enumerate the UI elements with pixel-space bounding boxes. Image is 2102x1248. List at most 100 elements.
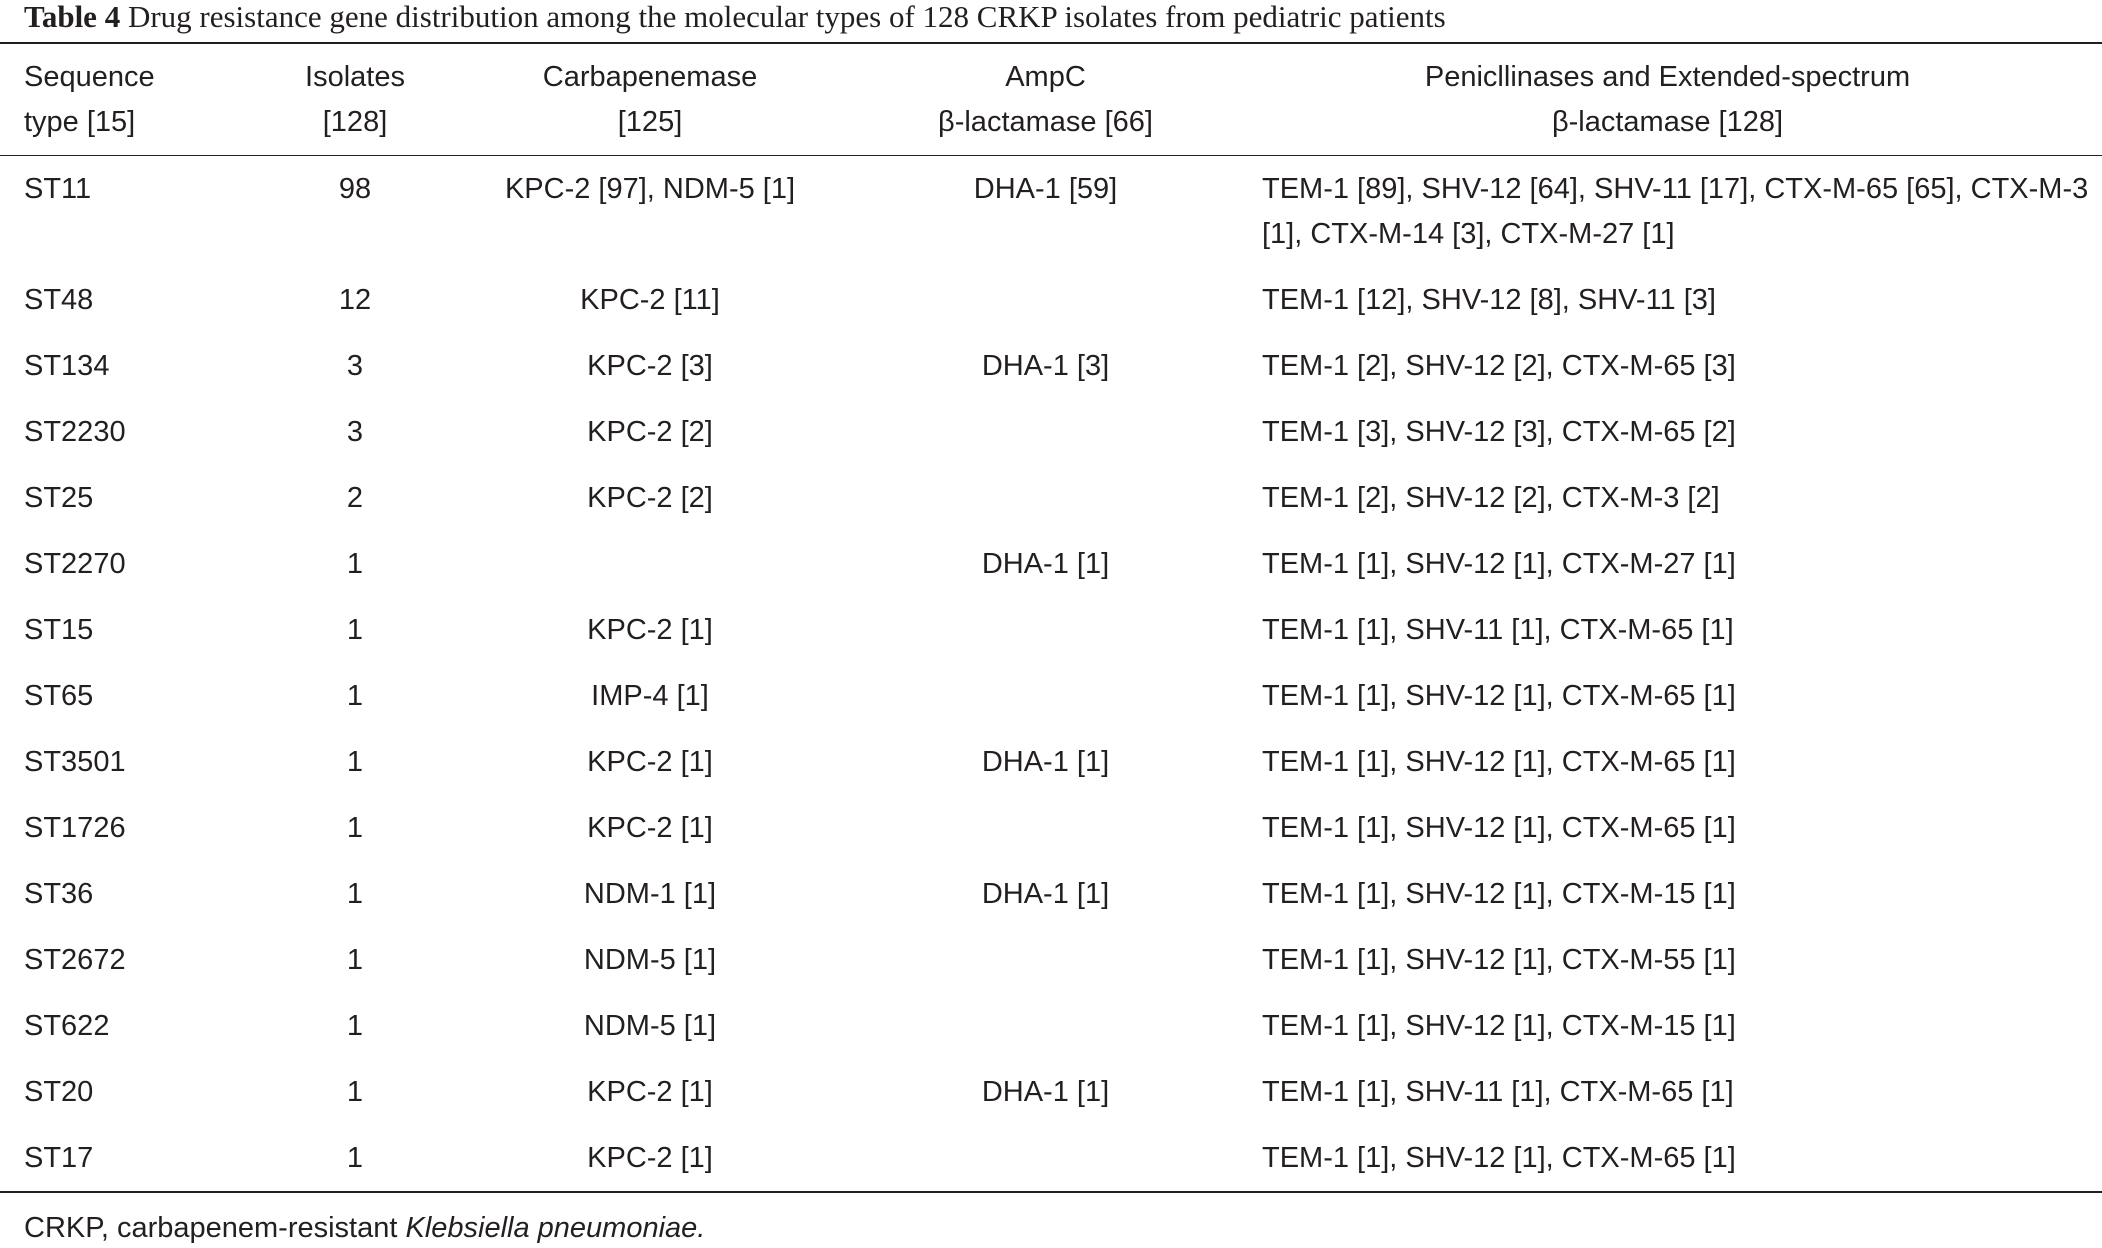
- table-cell: 3: [346, 415, 364, 448]
- table-cell: [858, 1125, 1233, 1192]
- table-cell: [442, 531, 858, 597]
- header-cell: Carbapenemase [125]: [442, 43, 858, 156]
- table-cell: [858, 465, 1233, 531]
- table-cell: ST20: [24, 1075, 94, 1108]
- table-cell: ST15: [24, 613, 94, 646]
- table-cell: 1: [346, 877, 364, 910]
- header-line: β-lactamase [128]: [1551, 105, 1784, 138]
- table-cell: TEM-1 [1], SHV-12 [1], CTX-M-65 [1]: [1262, 811, 1736, 844]
- table-cell: KPC-2 [1]: [587, 1141, 713, 1174]
- table-cell: [858, 993, 1233, 1059]
- table-cell: TEM-1 [3], SHV-12 [3], CTX-M-65 [2]: [1262, 415, 1736, 448]
- table-cell: TEM-1 [1], SHV-12 [1], CTX-M-15 [1]: [1262, 1009, 1736, 1042]
- table-cell: 1: [346, 1075, 364, 1108]
- table-cell: 1: [346, 613, 364, 646]
- header-line: Carbapenemase: [542, 60, 758, 93]
- footnote-italic: Klebsiella pneumoniae.: [405, 1212, 706, 1244]
- table-cell: ST2270: [24, 547, 126, 580]
- table-row: ST20 1 KPC-2 [1] DHA-1 [1] TEM-1 [1], SHV-11…: [0, 1059, 2102, 1125]
- table-cell: ST2230: [24, 415, 126, 448]
- table-cell: 2: [346, 481, 364, 514]
- table-cell: DHA-1 [3]: [981, 349, 1110, 382]
- table-row: ST622 1 NDM-5 [1] TEM-1 [1], SHV-12 [1], CT…: [0, 993, 2102, 1059]
- table-cell: TEM-1 [89], SHV-12 [64], SHV-11 [17], CT…: [1262, 172, 2089, 250]
- header-line: Sequence: [24, 60, 155, 93]
- header-line: Isolates: [305, 60, 405, 93]
- table-row: ST48 12 KPC-2 [11] TEM-1 [12], SHV-12 [8], …: [0, 267, 2102, 333]
- table-cell: DHA-1 [1]: [981, 745, 1110, 778]
- table-cell: TEM-1 [1], SHV-12 [1], CTX-M-65 [1]: [1262, 745, 1736, 778]
- table-row: ST1726 1 KPC-2 [1] TEM-1 [1], SHV-12 [1], C…: [0, 795, 2102, 861]
- header-cell: Penicllinases and Extended-spectrum β-lac…: [1233, 43, 2102, 156]
- footnote: CRKP, carbapenem-resistant Klebsiella pn…: [24, 1208, 705, 1248]
- caption-text: Drug resistance gene distribution among …: [127, 0, 1446, 34]
- table-cell: 1: [346, 1141, 364, 1174]
- table-cell: 1: [346, 811, 364, 844]
- table-cell: [858, 597, 1233, 663]
- table-cell: DHA-1 [1]: [981, 877, 1110, 910]
- header-line: AmpC: [1005, 60, 1086, 93]
- table-row: ST2270 1 DHA-1 [1] TEM-1 [1], SHV-12 [1], C…: [0, 531, 2102, 597]
- table-cell: 12: [338, 283, 372, 316]
- table-row: ST25 2 KPC-2 [2] TEM-1 [2], SHV-12 [2], CTX…: [0, 465, 2102, 531]
- table-cell: KPC-2 [97], NDM-5 [1]: [504, 172, 796, 205]
- table-cell: TEM-1 [1], SHV-12 [1], CTX-M-27 [1]: [1262, 547, 1736, 580]
- table-cell: ST1726: [24, 811, 126, 844]
- table-cell: 1: [346, 745, 364, 778]
- table-cell: [858, 267, 1233, 333]
- table-cell: 1: [346, 1009, 364, 1042]
- table-cell: DHA-1 [59]: [973, 172, 1118, 205]
- table-cell: TEM-1 [1], SHV-11 [1], CTX-M-65 [1]: [1262, 1075, 1734, 1108]
- caption-label: Table 4: [24, 0, 121, 34]
- table-cell: ST17: [24, 1141, 94, 1174]
- table-cell: TEM-1 [1], SHV-11 [1], CTX-M-65 [1]: [1262, 613, 1734, 646]
- footnote-text: CRKP, carbapenem-resistant: [24, 1212, 406, 1244]
- table-cell: NDM-5 [1]: [583, 943, 717, 976]
- table-cell: KPC-2 [2]: [587, 481, 713, 514]
- header-row: Sequence type [15] Isolates [128] Carbapenem…: [0, 43, 2102, 156]
- table-cell: [858, 927, 1233, 993]
- table-cell: KPC-2 [1]: [587, 1075, 713, 1108]
- table-cell: DHA-1 [1]: [981, 1075, 1110, 1108]
- table-caption: Table 4 Drug resistance gene distributio…: [24, 0, 1446, 40]
- table-cell: [858, 795, 1233, 861]
- table-cell: 1: [346, 679, 364, 712]
- table-head: Sequence type [15] Isolates [128] Carbapenem…: [0, 43, 2102, 156]
- table-cell: 1: [346, 943, 364, 976]
- table-cell: NDM-1 [1]: [583, 877, 717, 910]
- header-line: [128]: [322, 105, 388, 138]
- table-cell: KPC-2 [1]: [587, 745, 713, 778]
- table-cell: ST25: [24, 481, 94, 514]
- table-cell: KPC-2 [1]: [587, 613, 713, 646]
- table-cell: ST2672: [24, 943, 126, 976]
- header-line: β-lactamase [66]: [938, 105, 1153, 138]
- table-cell: NDM-5 [1]: [583, 1009, 717, 1042]
- table-cell: TEM-1 [1], SHV-12 [1], CTX-M-15 [1]: [1262, 877, 1736, 910]
- table-cell: TEM-1 [2], SHV-12 [2], CTX-M-65 [3]: [1262, 349, 1736, 382]
- table-cell: KPC-2 [3]: [587, 349, 713, 382]
- table-cell: TEM-1 [2], SHV-12 [2], CTX-M-3 [2]: [1262, 481, 1720, 514]
- data-table: Sequence type [15] Isolates [128] Carbapenem…: [0, 42, 2102, 1193]
- header-line: [125]: [617, 105, 683, 138]
- table-cell: ST134: [24, 349, 110, 382]
- table-row: ST134 3 KPC-2 [3] DHA-1 [3] TEM-1 [2], SHV-1…: [0, 333, 2102, 399]
- table-cell: ST622: [24, 1009, 110, 1042]
- header-cell: Sequence type [15]: [0, 43, 268, 156]
- table-row: ST65 1 IMP-4 [1] TEM-1 [1], SHV-12 [1], CTX…: [0, 663, 2102, 729]
- table-row: ST2230 3 KPC-2 [2] TEM-1 [3], SHV-12 [3], C…: [0, 399, 2102, 465]
- table-cell: ST36: [24, 877, 94, 910]
- header-line: Penicllinases and Extended-spectrum: [1424, 60, 1911, 93]
- table-cell: ST48: [24, 283, 94, 316]
- table-cell: KPC-2 [11]: [580, 283, 720, 316]
- table-cell: ST65: [24, 679, 94, 712]
- table-row: ST2672 1 NDM-5 [1] TEM-1 [1], SHV-12 [1], C…: [0, 927, 2102, 993]
- table-cell: ST11: [24, 172, 92, 205]
- table-row: ST3501 1 KPC-2 [1] DHA-1 [1] TEM-1 [1], SHV-…: [0, 729, 2102, 795]
- table-cell: TEM-1 [1], SHV-12 [1], CTX-M-65 [1]: [1262, 679, 1736, 712]
- table-cell: DHA-1 [1]: [981, 547, 1110, 580]
- table-row: ST17 1 KPC-2 [1] TEM-1 [1], SHV-12 [1], CTX…: [0, 1125, 2102, 1192]
- header-cell: Isolates [128]: [268, 43, 442, 156]
- header-line: type [15]: [24, 105, 136, 138]
